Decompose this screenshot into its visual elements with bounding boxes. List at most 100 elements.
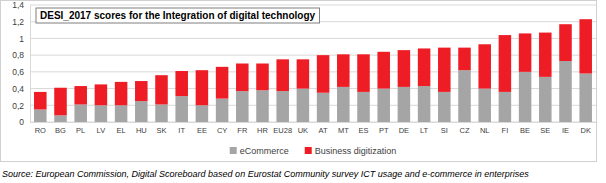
legend-swatch	[305, 147, 312, 154]
y-tick: 0,4	[12, 84, 30, 94]
x-tick-label: BG	[55, 126, 66, 135]
bar	[95, 84, 108, 105]
x-tick-label: LT	[420, 126, 429, 135]
bar	[216, 99, 229, 122]
bar	[196, 105, 209, 122]
x-tick: MT	[338, 126, 349, 135]
bars	[34, 19, 592, 122]
x-tick-label: SE	[540, 126, 550, 135]
title-frame	[36, 8, 319, 23]
bar	[276, 91, 289, 122]
x-tick: IE	[562, 126, 569, 135]
x-tick: AT	[319, 126, 328, 135]
x-tick: LV	[97, 126, 106, 135]
grid-line	[30, 5, 596, 6]
x-tick-label: HR	[257, 126, 268, 135]
y-tick: 0,6	[12, 67, 30, 77]
grid	[30, 5, 596, 122]
bar	[458, 48, 471, 71]
x-tick: NL	[480, 126, 490, 135]
x-tick: HU	[136, 126, 147, 135]
x-tick-label: PL	[76, 126, 85, 135]
x-tick: HR	[257, 126, 268, 135]
x-tick-label: LV	[97, 126, 106, 135]
x-tick-label: MT	[338, 126, 349, 135]
bar	[579, 19, 592, 73]
legend: eCommerce Business digitization	[230, 146, 397, 156]
x-tick: EL	[117, 126, 126, 135]
x-tick-label: SK	[156, 126, 166, 135]
y-tick-label: 1,2	[12, 17, 24, 27]
x-tick: PT	[379, 126, 389, 135]
x-tick-label: HU	[136, 126, 147, 135]
bar	[276, 59, 289, 91]
bar	[317, 93, 330, 122]
bar	[478, 44, 491, 88]
legend-label: eCommerce	[240, 146, 289, 156]
bar	[297, 59, 310, 88]
bar	[54, 88, 67, 116]
bar	[196, 70, 209, 105]
x-tick-label: CY	[217, 126, 227, 135]
bar	[34, 109, 47, 122]
x-tick: BG	[55, 126, 66, 135]
bar	[519, 72, 532, 122]
x-tick: LT	[420, 126, 429, 135]
y-tick: 1	[19, 34, 30, 44]
bar	[256, 90, 269, 122]
x-tick-label: DE	[399, 126, 409, 135]
bar	[357, 54, 370, 92]
bar	[236, 91, 249, 122]
x-tick: ES	[358, 126, 368, 135]
x-tick: SI	[441, 126, 448, 135]
x-tick-label: IT	[178, 126, 185, 135]
bar	[175, 96, 188, 122]
bar	[155, 75, 168, 104]
bar	[458, 70, 471, 122]
bar	[438, 48, 451, 92]
bar	[337, 54, 350, 87]
y-tick: 1,4	[12, 0, 30, 10]
bar	[135, 101, 148, 122]
x-tick-label: DK	[580, 126, 590, 135]
y-tick-label: 0	[19, 117, 24, 127]
bar	[216, 67, 229, 99]
y-tick-label: 1,4	[12, 0, 24, 10]
x-tick-label: EU28	[273, 126, 292, 135]
y-axis-line	[30, 6, 31, 123]
bar	[499, 35, 512, 92]
bar	[297, 89, 310, 122]
x-tick-label: BE	[520, 126, 530, 135]
bar	[418, 48, 431, 86]
x-tick-label: FI	[502, 126, 509, 135]
y-tick: 0	[19, 117, 30, 127]
x-tick: CY	[217, 126, 227, 135]
bar	[135, 81, 148, 101]
y-tick-label: 0,4	[12, 84, 24, 94]
source: Source: European Commission, Digital Sco…	[2, 169, 529, 179]
x-tick: EE	[197, 126, 207, 135]
bar	[54, 115, 67, 122]
bar	[418, 86, 431, 122]
bar	[115, 82, 128, 105]
bar	[155, 104, 168, 122]
x-tick: BE	[520, 126, 530, 135]
x-tick: PL	[76, 126, 85, 135]
bar	[559, 61, 572, 122]
bar	[95, 105, 108, 122]
bar	[398, 50, 411, 87]
bar	[478, 89, 491, 122]
title: DESI_2017 scores for the Integration of …	[40, 10, 315, 21]
bar	[377, 52, 390, 89]
bar	[74, 104, 87, 122]
bar	[175, 71, 188, 96]
x-tick: DE	[399, 126, 409, 135]
x-tick: SK	[156, 126, 166, 135]
legend-label: Business digitization	[315, 146, 397, 156]
bar	[337, 87, 350, 122]
x-axis: ROBGPLLVELHUSKITEECYFRHREU28UKATMTESPTDE…	[31, 123, 597, 136]
x-tick: SE	[540, 126, 550, 135]
x-tick-label: NL	[480, 126, 490, 135]
x-tick-label: EE	[197, 126, 207, 135]
bar	[559, 24, 572, 61]
